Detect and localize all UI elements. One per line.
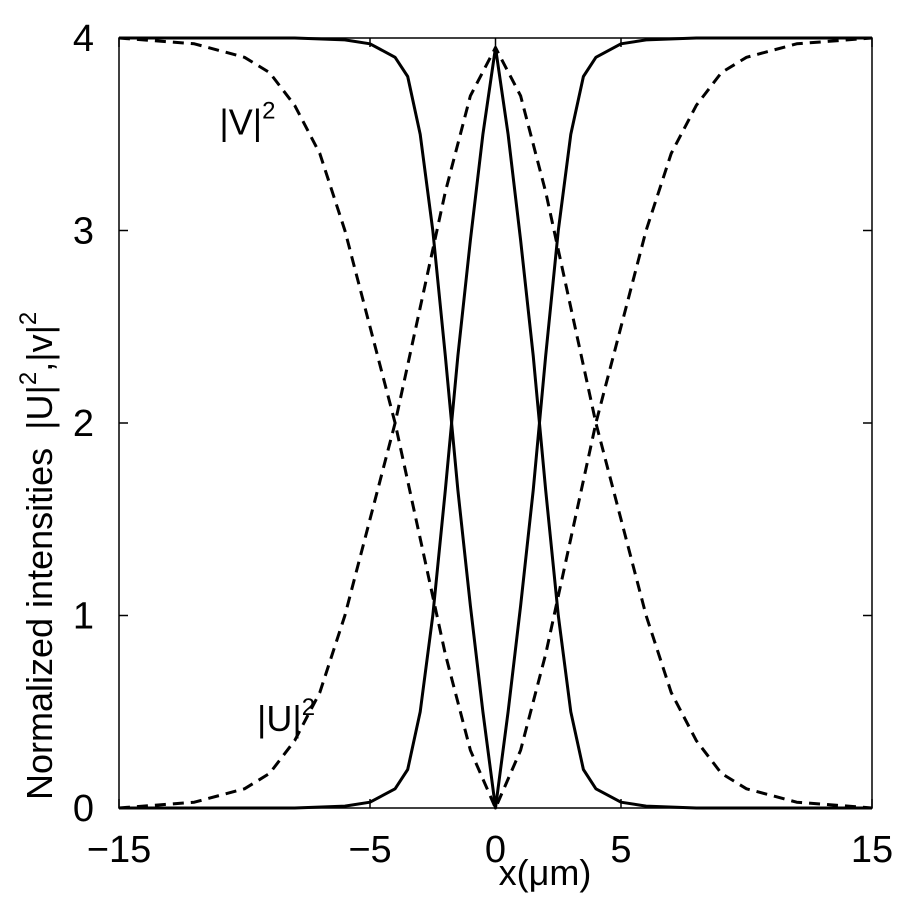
series-line-1-solid bbox=[119, 36, 872, 810]
series-line-2-solid bbox=[119, 46, 872, 810]
curve-annotation-exponent: 2 bbox=[262, 97, 275, 124]
curve-annotation: |V|2 bbox=[219, 97, 275, 142]
y-axis-label-symbol-v: |v| bbox=[19, 325, 60, 362]
y-axis-label-separator: , bbox=[19, 362, 60, 372]
y-tick-label: 3 bbox=[73, 211, 94, 253]
y-axis-label-exponent: 2 bbox=[15, 372, 42, 385]
y-axis-label-symbol-u: |U| bbox=[19, 385, 60, 430]
curve-annotation-base: |V| bbox=[219, 101, 262, 142]
labels-layer: −15 −5 0 5 15 0 1 2 3 4 x(μm) Normalized intensitie… bbox=[15, 18, 893, 893]
y-axis-label: Normalized intensities|U|2,|v|2 bbox=[15, 312, 60, 800]
x-tick-label: 0 bbox=[485, 829, 506, 871]
x-tick-label: 5 bbox=[610, 829, 631, 871]
x-tick-label: 15 bbox=[851, 829, 893, 871]
curve-annotation: |U|2 bbox=[257, 694, 315, 739]
y-tick-label: 4 bbox=[73, 18, 94, 60]
x-tick-label: −5 bbox=[348, 829, 391, 871]
series-line-3-dashed bbox=[118, 36, 873, 810]
series-layer bbox=[118, 36, 873, 810]
annotation-layer: |V|2|U|2 bbox=[219, 97, 315, 739]
y-axis-label-text: Normalized intensities bbox=[19, 448, 60, 800]
curve-annotation-base: |U| bbox=[257, 698, 302, 739]
x-tick-label: −15 bbox=[87, 829, 151, 871]
series-line-4-dashed bbox=[118, 46, 873, 810]
x-axis-label: x(μm) bbox=[499, 852, 592, 893]
y-tick-label: 2 bbox=[73, 403, 94, 445]
y-axis-label-exponent: 2 bbox=[15, 312, 42, 325]
y-tick-label: 0 bbox=[73, 788, 94, 830]
plot-frame bbox=[118, 37, 873, 809]
y-tick-label: 1 bbox=[73, 596, 94, 638]
curve-annotation-exponent: 2 bbox=[302, 694, 315, 721]
ticks-layer bbox=[118, 37, 873, 809]
